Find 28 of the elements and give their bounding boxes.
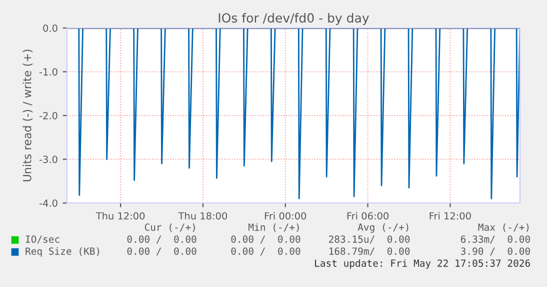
y-tick-label: -1.0 [39, 68, 58, 76]
x-tick-label: Fri 06:00 [347, 212, 388, 220]
text: 0.00 / 0.00 [127, 235, 196, 244]
text: 3.90 / 0.00 [461, 247, 530, 256]
x-tick-label: Thu 12:00 [96, 212, 145, 220]
text: Max (-/+) [478, 223, 529, 232]
text: 283.15u/ 0.00 [329, 235, 410, 244]
y-axis-title: Units read (-) / write (+) [22, 50, 33, 182]
text: Min (-/+) [248, 223, 299, 232]
text: 0.00 / 0.00 [231, 247, 300, 256]
text: 168.79m/ 0.00 [329, 247, 410, 256]
y-tick-label: -4.0 [39, 199, 58, 207]
x-tick-label: Thu 18:00 [178, 212, 228, 220]
y-tick-label: -3.0 [39, 156, 58, 164]
y-tick-label: 0.0 [43, 24, 58, 32]
text: 0.00 / 0.00 [231, 235, 300, 244]
line-series [78, 28, 520, 200]
text: Cur (-/+) [144, 223, 195, 232]
y-tick-label: -2.0 [39, 112, 58, 120]
legend-label: IO/sec [26, 235, 60, 244]
text: Last update: Fri May 22 17:05:37 2026 [315, 259, 530, 269]
text: 0.00 / 0.00 [127, 247, 196, 256]
text: Avg (-/+) [358, 223, 408, 233]
x-tick-label: Fri 12:00 [430, 212, 471, 220]
chart-title: IOs for /dev/fd0 - by day [218, 12, 369, 26]
legend-label: Req Size (KB) [26, 247, 100, 257]
text: 6.33m/ 0.00 [460, 235, 530, 244]
x-tick-label: Fri 00:00 [264, 212, 306, 220]
